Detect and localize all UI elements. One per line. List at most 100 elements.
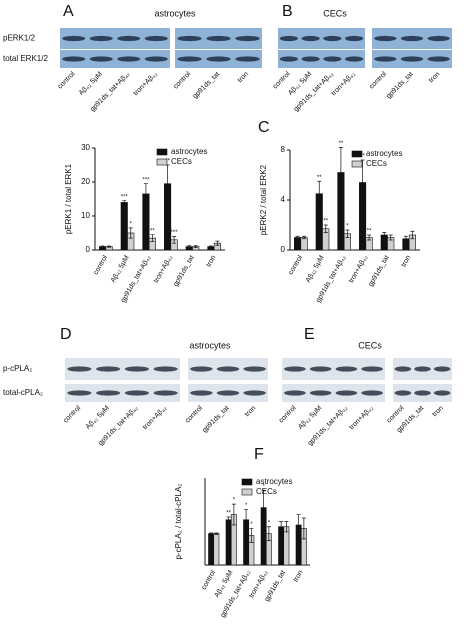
bar: [283, 526, 290, 566]
blot-band: [144, 35, 168, 42]
error-bar: [317, 180, 322, 207]
significance-label: ***: [171, 230, 179, 236]
x-tick-label: tron: [292, 569, 304, 583]
significance-label: **: [360, 154, 365, 160]
blot-band: [216, 366, 240, 372]
error-bar: [345, 229, 350, 238]
blot-band: [400, 35, 424, 42]
y-tick-label: 0: [86, 245, 91, 254]
blot-band: [216, 390, 240, 396]
blot-band: [284, 390, 306, 396]
x-tick-label: Aβ₄₂ 5μM: [110, 254, 131, 284]
blot-band: [206, 56, 231, 62]
error-bar: [214, 532, 219, 535]
x-tick-label: Aβ₄₂ 5μM: [305, 254, 326, 284]
legend-label: astrocytes: [171, 147, 207, 156]
blot-band: [433, 390, 451, 396]
error-bar: [231, 503, 236, 526]
blot-band: [427, 56, 450, 62]
blot-band: [309, 366, 332, 372]
panel-letter: C: [258, 119, 270, 136]
error-bar: [128, 227, 133, 239]
error-bar: [143, 183, 148, 205]
x-tick-label: tron: [205, 254, 217, 268]
error-bar: [122, 200, 127, 205]
blot-strip: [65, 384, 180, 402]
lane-label: tron: [431, 405, 445, 419]
error-bar: [215, 240, 220, 246]
blot-band: [344, 35, 364, 42]
significance-label: **: [165, 159, 170, 165]
panel-letter: A: [63, 3, 74, 20]
error-bar: [382, 232, 387, 238]
error-bar: [323, 224, 328, 233]
significance-label: **: [367, 229, 372, 235]
significance-label: *: [130, 221, 133, 227]
blot-band: [374, 35, 397, 42]
blot-row-label: total-cPLA₂: [3, 388, 43, 397]
blot-band: [96, 366, 121, 372]
error-bar: [193, 245, 198, 248]
legend-swatch: [241, 478, 253, 486]
significance-label: *: [245, 503, 248, 509]
blot-band: [279, 56, 299, 62]
legend-label: CECs: [256, 487, 277, 496]
y-axis-label: pERK1 / total ERK1: [64, 163, 73, 234]
lane-label: tron+Aβ₄₂: [142, 405, 169, 432]
blot-band: [335, 390, 358, 396]
blot-band: [394, 390, 412, 396]
blot-band: [190, 366, 213, 372]
lane-label: control: [272, 70, 292, 90]
lane-label: Aβ₄₂ 5μM: [78, 71, 104, 97]
lane-label: Aβ₄₂ 5μM: [85, 405, 111, 431]
bar: [120, 202, 128, 251]
error-bar: [284, 521, 289, 533]
y-tick-label: 0: [281, 245, 286, 254]
lane-label: control: [62, 404, 82, 424]
error-bar: [266, 526, 271, 541]
blot-band: [243, 390, 266, 396]
blot-band: [153, 366, 178, 372]
lane-label: tron+Aβ₄₂: [133, 71, 160, 98]
blot-band: [284, 366, 306, 372]
blot-band: [400, 56, 424, 62]
blot-band: [361, 366, 383, 372]
y-tick-label: 20: [81, 177, 90, 186]
x-tick-label: gp91ds_tat: [367, 254, 390, 288]
bar: [208, 533, 215, 566]
significance-label: ***: [121, 194, 129, 200]
blot-band: [335, 366, 358, 372]
significance-label: ***: [142, 177, 150, 183]
blot-band: [190, 390, 213, 396]
blot-band: [177, 56, 202, 62]
error-bar: [209, 532, 214, 535]
legend-label: astrocytes: [256, 477, 292, 486]
significance-label: *: [262, 484, 265, 490]
lane-label: Aβ₄₂ 5μM: [297, 405, 323, 431]
blot-band: [62, 35, 86, 42]
error-bar: [279, 521, 284, 533]
bar: [213, 533, 220, 566]
bar: [294, 237, 302, 251]
lane-label: gp91ds_tat: [192, 71, 221, 100]
error-bar: [403, 235, 408, 242]
error-bar: [226, 516, 231, 523]
blot-band: [344, 56, 364, 62]
x-tick-label: tron+Aβ₄₂: [153, 254, 174, 284]
error-bar: [410, 230, 415, 240]
error-bar: [388, 234, 393, 241]
x-tick-label: control: [93, 254, 110, 276]
x-tick-label: tron+Aβ₄₂: [348, 254, 369, 284]
blot-band: [96, 390, 121, 396]
blot-strip: [282, 358, 385, 380]
legend-swatch: [156, 158, 168, 166]
blot-strip: [60, 50, 170, 68]
error-bar: [295, 235, 300, 240]
blot-band: [374, 56, 397, 62]
significance-label: **: [323, 219, 328, 225]
blot-band: [89, 35, 113, 42]
x-tick-label: control: [288, 254, 305, 276]
blot-band: [323, 56, 342, 62]
significance-label: **: [226, 511, 231, 517]
